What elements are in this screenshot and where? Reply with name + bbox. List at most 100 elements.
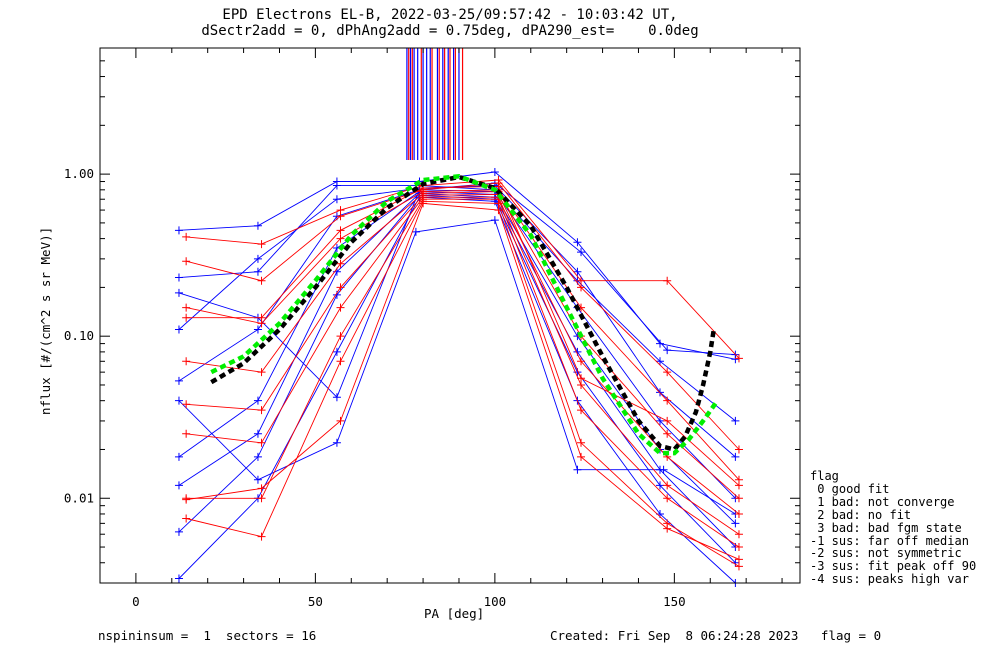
legend-entry: -4 sus: peaks high var bbox=[810, 572, 969, 587]
data-point bbox=[734, 562, 743, 571]
data-point bbox=[573, 267, 582, 276]
legend-entry: -2 sus: not symmetric bbox=[810, 546, 962, 561]
data-point bbox=[663, 368, 672, 377]
data-point bbox=[494, 182, 503, 191]
series-line bbox=[178, 182, 736, 399]
data-point bbox=[253, 254, 262, 263]
data-point bbox=[253, 396, 262, 405]
data-point bbox=[490, 216, 499, 225]
data-point bbox=[253, 221, 262, 230]
vertical-marks-layer bbox=[406, 48, 464, 160]
x-tick-label: 0 bbox=[132, 594, 140, 609]
series-line bbox=[186, 196, 740, 535]
legend-entry: 3 bad: bad fgm state bbox=[810, 520, 962, 535]
legend-entry: -1 sus: far off median bbox=[810, 533, 969, 548]
data-point bbox=[257, 240, 266, 249]
data-point bbox=[411, 227, 420, 236]
data-point bbox=[734, 481, 743, 490]
data-point bbox=[734, 530, 743, 539]
data-point bbox=[257, 406, 266, 415]
legend-entry: 2 bad: no fit bbox=[810, 507, 912, 522]
legend-entry: 0 good fit bbox=[810, 481, 890, 496]
data-point bbox=[734, 555, 743, 564]
data-point bbox=[182, 495, 191, 504]
data-point bbox=[253, 475, 262, 484]
data-point bbox=[174, 452, 183, 461]
data-point bbox=[336, 226, 345, 235]
data-point bbox=[332, 438, 341, 447]
legend-title: flag bbox=[810, 469, 839, 483]
data-point bbox=[656, 357, 664, 366]
series-line bbox=[178, 219, 736, 515]
series-line bbox=[178, 194, 736, 564]
data-point bbox=[336, 357, 345, 366]
data-point bbox=[174, 226, 183, 235]
data-point bbox=[577, 438, 586, 447]
data-point bbox=[336, 416, 345, 425]
data-point bbox=[577, 276, 586, 285]
data-point bbox=[573, 465, 582, 474]
data-point bbox=[257, 313, 266, 322]
data-point bbox=[490, 197, 499, 206]
data-point bbox=[253, 267, 262, 276]
flag-legend: flag 0 good fit 1 bad: not converge 2 ba… bbox=[810, 470, 976, 586]
data-point bbox=[336, 212, 345, 221]
x-tick-label: 50 bbox=[308, 594, 323, 609]
data-point bbox=[174, 574, 183, 583]
series-line bbox=[178, 171, 736, 360]
data-point bbox=[663, 396, 672, 405]
data-point bbox=[182, 400, 191, 409]
data-point bbox=[577, 406, 586, 415]
series-line bbox=[186, 202, 740, 560]
data-point bbox=[734, 445, 743, 454]
y-axis-label: nflux [#/(cm^2 s sr MeV)] bbox=[38, 226, 53, 415]
data-point bbox=[336, 259, 345, 268]
chart-title: EPD Electrons EL-B, 2022-03-25/09:57:42 … bbox=[222, 7, 678, 23]
footer-left: nspininsum = 1 sectors = 16 bbox=[98, 628, 317, 643]
data-point bbox=[257, 484, 266, 493]
data-point bbox=[182, 232, 191, 241]
data-point bbox=[253, 452, 262, 461]
data-point bbox=[332, 393, 341, 402]
data-point bbox=[174, 376, 183, 385]
series-line bbox=[186, 179, 740, 359]
data-point bbox=[663, 494, 672, 503]
data-point bbox=[663, 481, 672, 490]
data-point bbox=[663, 524, 672, 533]
data-point bbox=[174, 273, 183, 282]
data-point bbox=[253, 429, 262, 438]
data-point bbox=[174, 325, 183, 334]
data-point bbox=[336, 283, 345, 292]
data-point bbox=[257, 276, 266, 285]
data-point bbox=[734, 509, 743, 518]
data-point bbox=[573, 238, 582, 247]
data-point bbox=[731, 519, 740, 528]
data-point bbox=[332, 181, 341, 190]
data-point bbox=[577, 380, 586, 389]
data-point bbox=[663, 276, 672, 285]
data-point bbox=[174, 481, 183, 490]
data-point bbox=[182, 429, 191, 438]
fit-curve bbox=[210, 174, 717, 453]
data-point bbox=[494, 199, 503, 208]
data-point bbox=[257, 532, 266, 541]
data-point bbox=[494, 206, 503, 215]
series-line bbox=[186, 200, 740, 567]
data-point bbox=[577, 248, 586, 257]
data-point bbox=[332, 195, 341, 204]
y-tick-label: 0.10 bbox=[64, 328, 94, 343]
series-line bbox=[186, 198, 740, 548]
data-point bbox=[490, 168, 499, 177]
data-point bbox=[257, 438, 266, 447]
series-line bbox=[186, 193, 740, 515]
series-line bbox=[186, 189, 740, 481]
data-point bbox=[332, 347, 341, 356]
data-point bbox=[656, 416, 664, 425]
data-point bbox=[734, 543, 743, 552]
data-point bbox=[731, 452, 740, 461]
fit-curves-layer bbox=[210, 174, 720, 456]
fit-curve bbox=[210, 174, 720, 456]
y-tick-label: 0.01 bbox=[64, 490, 94, 505]
axes-layer: 0 50 100 150 0.01 0.10 1.00 bbox=[64, 47, 800, 609]
